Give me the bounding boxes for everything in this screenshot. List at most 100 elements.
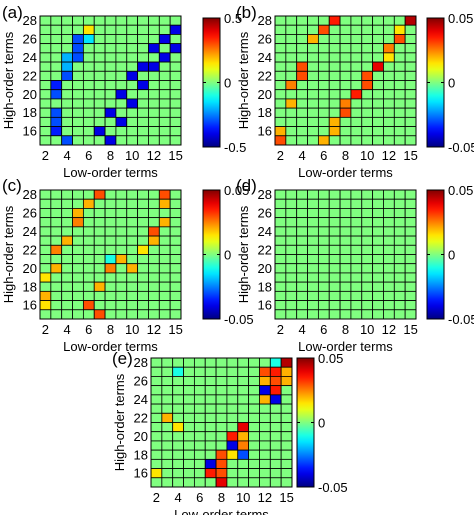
heatmap-cell (361, 34, 374, 45)
heatmap-cell (82, 52, 95, 63)
heatmap-cell (328, 98, 341, 109)
heatmap-cell (237, 477, 250, 488)
heatmap-cell (161, 394, 174, 405)
heatmap-cell (226, 376, 239, 387)
heatmap-cell (204, 403, 217, 414)
heatmap-cell (339, 15, 352, 26)
heatmap-cell (72, 263, 84, 274)
heatmap-cell (339, 208, 352, 219)
heatmap-cell (82, 98, 95, 109)
heatmap-cell (148, 135, 160, 146)
heatmap-cell (158, 135, 171, 146)
heatmap-cell (274, 24, 287, 35)
heatmap-cell (158, 70, 171, 81)
heatmap-cell (104, 43, 117, 54)
panel-label: (c) (2, 176, 22, 195)
heatmap-cell (328, 281, 341, 292)
heatmap-cell (269, 449, 282, 460)
heatmap-cell (328, 80, 341, 91)
heatmap-cell (339, 116, 352, 127)
heatmap-cell (115, 244, 128, 255)
heatmap-cell (150, 403, 163, 414)
heatmap-cell (161, 422, 174, 433)
heatmap-cell (259, 431, 271, 442)
heatmap-cell (82, 116, 95, 127)
heatmap-cell (307, 208, 319, 219)
heatmap-cell (148, 15, 160, 26)
heatmap-cell (148, 189, 160, 200)
heatmap-cell (361, 52, 374, 63)
heatmap-cell (339, 34, 352, 45)
heatmap-cell (328, 217, 341, 228)
heatmap-cell (158, 226, 171, 237)
heatmap-cell (126, 235, 139, 246)
heatmap-cell (296, 226, 308, 237)
heatmap-cell (115, 309, 128, 320)
x-axis-title: Low-order terms (63, 165, 158, 180)
heatmap-cell (296, 24, 308, 35)
heatmap-cell (361, 135, 374, 146)
heatmap-cell (158, 24, 171, 35)
heatmap-cell (372, 52, 384, 63)
heatmap-cell (126, 52, 139, 63)
heatmap-cell (82, 272, 95, 283)
heatmap-cell (137, 98, 149, 109)
heatmap-cell (328, 290, 341, 301)
heatmap-cell (82, 89, 95, 100)
heatmap-cell (361, 263, 374, 274)
heatmap-cell (372, 80, 384, 91)
heatmap-cell (126, 34, 139, 45)
heatmap-cell (307, 116, 319, 127)
heatmap-cell (259, 468, 271, 479)
heatmap-cell-highlighted (169, 24, 182, 35)
heatmap-cell (285, 254, 298, 265)
heatmap-cell (274, 198, 287, 209)
heatmap-cell (150, 431, 163, 442)
heatmap-cell (259, 440, 271, 451)
heatmap-cell (204, 449, 217, 460)
heatmap-cell (72, 89, 84, 100)
heatmap-cell (137, 226, 149, 237)
heatmap-cell-highlighted (39, 300, 52, 311)
heatmap-cell (328, 235, 341, 246)
heatmap-cell (393, 235, 406, 246)
heatmap-cell (372, 24, 384, 35)
heatmap-cell (372, 135, 384, 146)
heatmap-cell (104, 98, 117, 109)
heatmap-cell (248, 385, 260, 396)
heatmap-cell (158, 281, 171, 292)
heatmap-cell-highlighted (307, 34, 319, 45)
heatmap-cell (137, 254, 149, 265)
heatmap-cell (307, 189, 319, 200)
heatmap-cell (383, 24, 395, 35)
y-tick-label: 16 (23, 124, 37, 139)
heatmap-cell (172, 449, 184, 460)
heatmap-cell (93, 263, 106, 274)
y-tick-label: 20 (23, 87, 37, 102)
heatmap-cell (169, 116, 182, 127)
heatmap-cell (215, 422, 228, 433)
heatmap-cell (372, 290, 384, 301)
heatmap-cell (61, 244, 73, 255)
heatmap-cell (350, 70, 363, 81)
heatmap-cell (172, 385, 184, 396)
heatmap-cell (104, 34, 117, 45)
heatmap-cell (148, 34, 160, 45)
heatmap-cell (393, 15, 406, 26)
heatmap-cell (158, 15, 171, 26)
heatmap-cell (328, 208, 341, 219)
heatmap-cell (104, 24, 117, 35)
heatmap-cell (61, 272, 73, 283)
heatmap-cell (307, 107, 319, 118)
y-tick-label: 26 (134, 374, 148, 389)
heatmap-cell (328, 300, 341, 311)
heatmap-cell (39, 98, 52, 109)
heatmap-cell (361, 235, 374, 246)
x-tick-label: 10 (236, 490, 250, 505)
heatmap-cell (285, 135, 298, 146)
heatmap-cell (350, 300, 363, 311)
heatmap-cell (61, 217, 73, 228)
heatmap-cell (61, 263, 73, 274)
